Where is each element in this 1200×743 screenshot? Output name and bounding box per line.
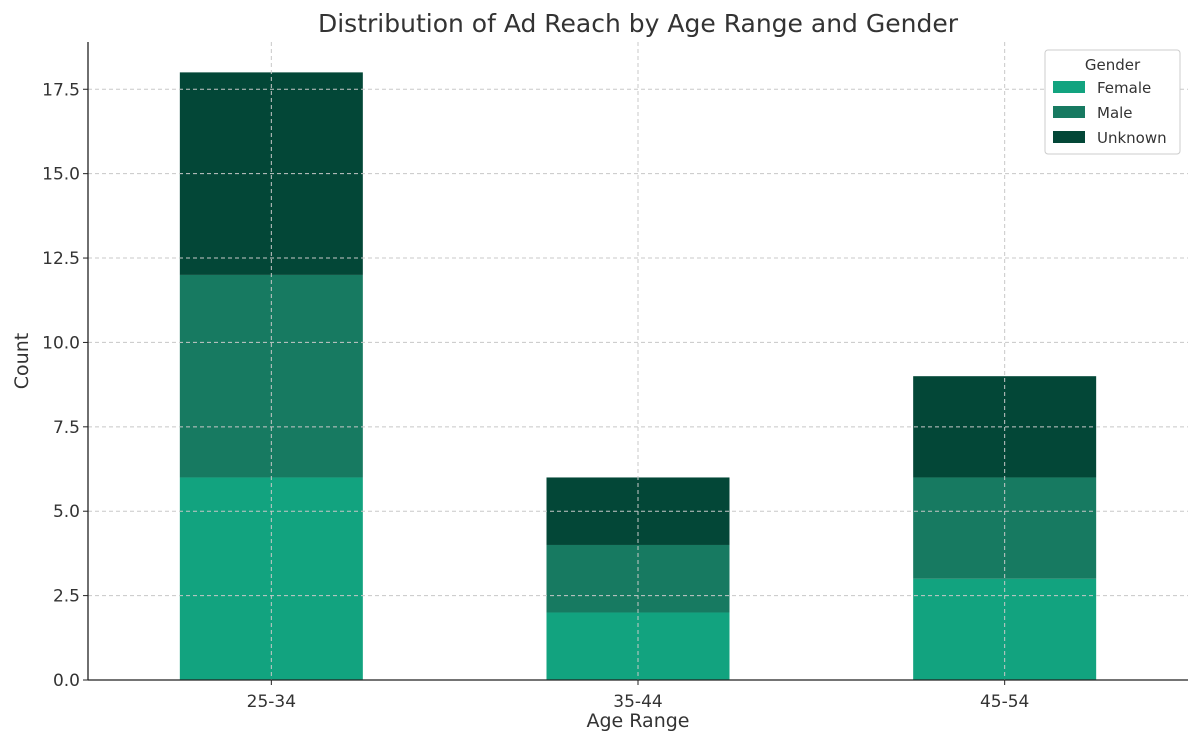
y-tick-label: 2.5 <box>53 587 80 607</box>
legend-label-unknown: Unknown <box>1097 129 1167 147</box>
chart-title: Distribution of Ad Reach by Age Range an… <box>318 9 959 38</box>
y-tick-label: 17.5 <box>42 80 80 100</box>
y-tick-label: 5.0 <box>53 502 80 522</box>
y-axis-label: Count <box>11 333 33 389</box>
x-ticks: 25-34 35-44 45-54 <box>247 680 1029 712</box>
y-tick-label: 7.5 <box>53 418 80 438</box>
y-tick-label: 15.0 <box>42 165 80 185</box>
bar-45-54-female <box>913 578 1097 680</box>
legend-swatch-unknown <box>1053 131 1085 143</box>
x-tick-label: 35-44 <box>613 692 662 712</box>
x-axis-label: Age Range <box>586 710 689 732</box>
legend-label-male: Male <box>1097 104 1133 122</box>
legend: Gender Female Male Unknown <box>1044 49 1181 155</box>
y-tick-label: 12.5 <box>42 249 80 269</box>
legend-title: Gender <box>1085 56 1141 74</box>
legend-swatch-female <box>1053 81 1085 93</box>
x-tick-label: 45-54 <box>980 692 1029 712</box>
legend-swatch-male <box>1053 106 1085 118</box>
legend-items: Female Male Unknown <box>1053 79 1167 147</box>
y-ticks: 0.0 2.5 5.0 7.5 10.0 12.5 15.0 17.5 <box>42 80 88 691</box>
bar-25-34-male <box>179 274 363 478</box>
y-tick-label: 0.0 <box>53 671 80 691</box>
legend-box <box>1044 49 1181 155</box>
y-tick-label: 10.0 <box>42 333 80 353</box>
x-tick-label: 25-34 <box>247 692 296 712</box>
legend-label-female: Female <box>1097 79 1151 97</box>
